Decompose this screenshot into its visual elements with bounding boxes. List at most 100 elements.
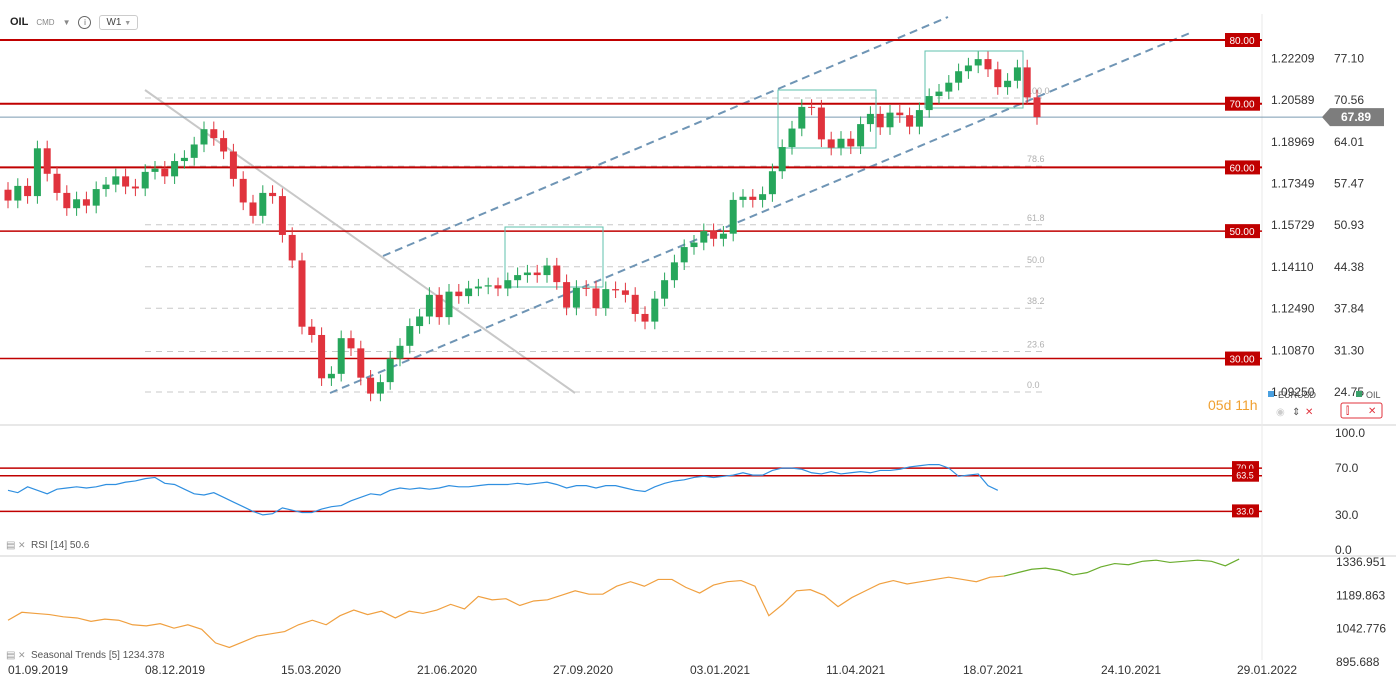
level-tag <box>1225 160 1260 175</box>
eurusd-legend-label: EURUSD <box>1278 390 1317 400</box>
consolidation-box <box>504 226 604 288</box>
candle-body <box>92 189 100 206</box>
rsi-level-tag <box>1232 504 1259 518</box>
candle-body <box>190 144 198 158</box>
timeframe-label: W1 <box>106 16 122 28</box>
trend-channel-line <box>329 32 1191 394</box>
seasonal-tick-label: 1042.776 <box>1336 622 1386 636</box>
candle-body <box>739 196 747 200</box>
candle-body <box>984 59 992 70</box>
candle-body <box>935 91 943 97</box>
x-tick-label: 01.09.2019 <box>8 663 68 677</box>
seasonal-tick-label: 895.688 <box>1336 655 1380 669</box>
close-icon: ✕ <box>1368 406 1376 417</box>
level-tag <box>1225 96 1260 111</box>
candle-body <box>1033 97 1041 118</box>
countdown-timer: 05d 11h <box>1208 397 1258 413</box>
candle-body <box>602 289 610 309</box>
candle-body <box>327 373 335 379</box>
candle-body <box>925 96 933 111</box>
candle-body <box>798 106 806 129</box>
symbol-name[interactable]: OIL <box>10 16 29 28</box>
candle-body <box>180 157 188 162</box>
consolidation-box <box>777 89 877 149</box>
timeframe-select[interactable]: W1 ▼ <box>99 14 139 30</box>
candle-body <box>171 161 179 177</box>
candle-body <box>837 138 845 148</box>
candle-body <box>955 71 963 83</box>
candle-body <box>533 272 541 276</box>
candle-body <box>817 107 825 140</box>
rsi-level-label: 33.0 <box>1236 506 1254 516</box>
rsi-tick-label: 100.0 <box>1335 426 1365 440</box>
candle-body <box>572 287 580 308</box>
candle-body <box>729 199 737 234</box>
candle-body <box>749 196 757 200</box>
trend-channel-line <box>382 16 949 257</box>
price-tick-label: 77.10 <box>1334 51 1364 65</box>
candle-body <box>43 148 51 174</box>
indicator-icon: ▤ <box>6 540 15 551</box>
candle-body <box>896 112 904 116</box>
candle-body <box>857 124 865 147</box>
candle-body <box>974 59 982 66</box>
x-tick-label: 21.06.2020 <box>417 663 477 677</box>
eurusd-tick-label: 1.22209 <box>1271 51 1315 65</box>
candle-body <box>994 69 1002 88</box>
price-tick-label: 37.84 <box>1334 302 1364 316</box>
candle-body <box>768 171 776 195</box>
level-tag-label: 50.00 <box>1229 227 1254 238</box>
current-price-tag <box>1322 108 1384 127</box>
x-tick-label: 15.03.2020 <box>281 663 341 677</box>
seasonal-past-line <box>7 575 1005 649</box>
fib-label: 78.6 <box>1027 154 1045 164</box>
x-tick-label: 03.01.2021 <box>690 663 750 677</box>
candle-body <box>445 291 453 318</box>
eurusd-tick-label: 1.20589 <box>1271 93 1315 107</box>
candle-body <box>308 326 316 335</box>
fib-label: 0.0 <box>1027 380 1040 390</box>
candle-body <box>808 106 816 108</box>
eurusd-tick-label: 1.14110 <box>1271 260 1314 274</box>
chart-toolbar: OIL CMD ▼ i W1 ▼ <box>10 12 139 32</box>
candle-body <box>249 202 257 216</box>
candle-body <box>514 275 522 281</box>
eurusd-tick-label: 1.17349 <box>1271 177 1315 191</box>
candle-body <box>24 185 32 197</box>
candle-body <box>200 129 208 145</box>
chevron-down-icon[interactable]: ▼ <box>62 17 71 27</box>
candle-body <box>131 186 139 189</box>
fib-label: 23.6 <box>1027 340 1045 350</box>
candle-body <box>416 316 424 327</box>
candle-body <box>621 290 629 295</box>
level-tag <box>1225 224 1260 239</box>
candle-body <box>82 199 90 206</box>
x-tick-label: 24.10.2021 <box>1101 663 1161 677</box>
fib-label: 61.8 <box>1027 213 1045 223</box>
candle-body <box>367 377 375 394</box>
candle-body <box>563 282 571 308</box>
price-tick-label: 50.93 <box>1334 218 1364 232</box>
candle-body <box>435 294 443 318</box>
reorder-icon: ⇕ <box>1292 407 1300 418</box>
price-tick-label: 31.30 <box>1334 343 1364 357</box>
indicator-icon: ▤ <box>6 650 15 661</box>
close-icon: ✕ <box>18 650 26 660</box>
seasonal-tick-label: 1336.951 <box>1336 555 1386 569</box>
candle-body <box>122 176 130 187</box>
candle-body <box>425 294 433 317</box>
candle-body <box>670 262 678 281</box>
candle-body <box>239 178 247 203</box>
candle-body <box>710 231 718 239</box>
rsi-level-label: 63.5 <box>1236 471 1254 481</box>
eurusd-legend-marker <box>1268 391 1274 397</box>
candle-body <box>474 286 482 289</box>
seasonal-label: Seasonal Trends [5] 1234.378 <box>31 650 165 661</box>
oil-legend-marker <box>1356 391 1362 397</box>
candle-body <box>229 151 237 179</box>
candle-body <box>347 338 355 349</box>
candle-body <box>847 138 855 147</box>
info-icon[interactable]: i <box>78 15 92 29</box>
